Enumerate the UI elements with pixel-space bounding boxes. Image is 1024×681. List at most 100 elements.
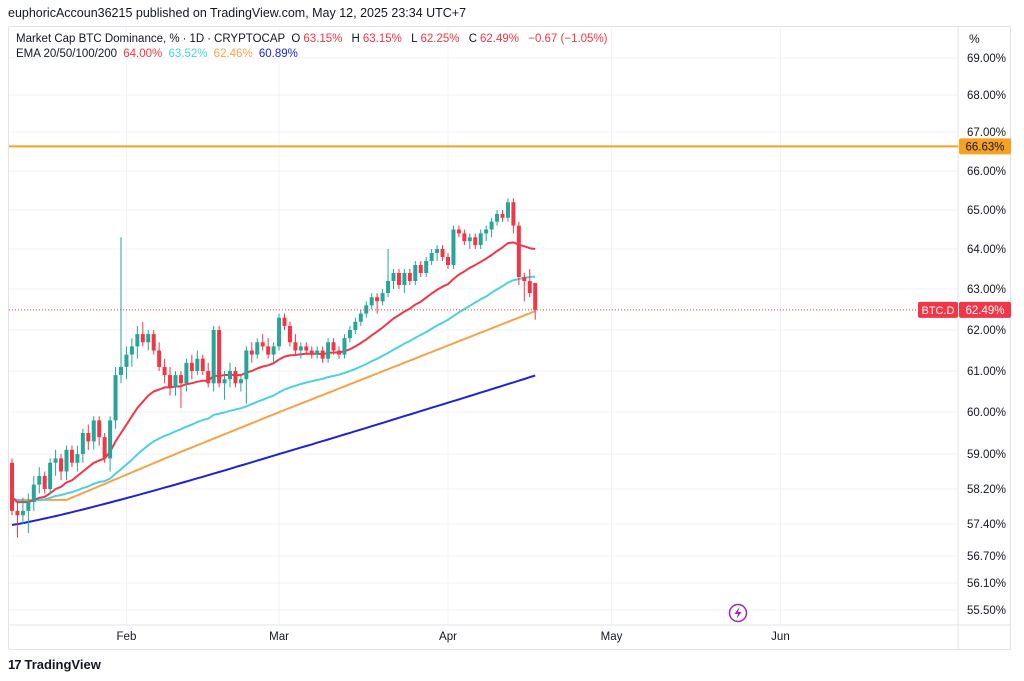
- y-tick-label: 58.20%: [967, 484, 1006, 496]
- candle: [86, 424, 91, 450]
- candle: [184, 358, 189, 392]
- legend-change: −0.67 (−1.05%): [528, 33, 608, 45]
- y-tick-label: 56.70%: [967, 551, 1006, 563]
- candle-body: [396, 273, 401, 285]
- y-tick-label: 60.00%: [967, 407, 1006, 419]
- candle: [380, 289, 385, 306]
- legend-sep: ·: [207, 33, 212, 45]
- y-tick-label: 69.00%: [967, 53, 1006, 65]
- horizontal-level-label: 66.63%: [965, 141, 1004, 153]
- candle-body: [244, 350, 249, 380]
- candle: [80, 428, 85, 463]
- candle-body: [337, 350, 341, 355]
- candle-body: [102, 437, 107, 459]
- candle-body: [489, 221, 494, 230]
- candle: [435, 245, 440, 261]
- candle: [102, 433, 107, 463]
- candle: [206, 362, 211, 388]
- y-tick-label: 68.00%: [967, 90, 1006, 102]
- candle: [424, 257, 429, 277]
- candle: [456, 225, 461, 238]
- candle: [467, 233, 472, 249]
- ema-layer: [11, 241, 536, 526]
- candle-body: [135, 334, 140, 347]
- candle-body: [255, 342, 260, 355]
- axis-layer: 69.00% 68.00% 67.00% 66.00% 65.00% 64.00% 63.0…: [117, 53, 1006, 643]
- candle: [315, 346, 320, 359]
- candle-body: [64, 449, 69, 472]
- y-tick-label: 65.00%: [967, 205, 1006, 217]
- candle-body: [48, 462, 53, 489]
- candle: [200, 354, 205, 376]
- candle-body: [435, 249, 440, 253]
- candle: [516, 221, 521, 285]
- legend-open: 63.15%: [303, 33, 343, 45]
- candle-body: [429, 253, 434, 261]
- brand-name: TradingView: [24, 657, 101, 672]
- legend-ema-row: EMA 20/50/100/200 64.00% 63.52% 62.46% 6…: [16, 47, 611, 62]
- candle-body: [533, 283, 538, 310]
- candle: [37, 467, 42, 494]
- candle-body: [195, 358, 200, 371]
- candle-body: [129, 346, 134, 355]
- candle-body: [386, 281, 391, 294]
- candle-body: [522, 277, 527, 281]
- legend-ema50-value: 63.52%: [168, 48, 208, 60]
- candle-body: [178, 375, 183, 384]
- candle-body: [124, 354, 129, 367]
- candle-body: [222, 379, 227, 384]
- candle: [331, 338, 336, 355]
- legend-low-label: L: [411, 33, 418, 45]
- legend-close-label: C: [468, 33, 478, 45]
- candle: [222, 371, 227, 400]
- candle-body: [162, 366, 167, 376]
- chart-frame[interactable]: [8, 26, 1011, 650]
- candle: [124, 346, 129, 380]
- candle: [255, 338, 260, 359]
- candle-layer: [10, 198, 538, 538]
- candle: [217, 325, 222, 388]
- legend-ema100-value: 62.46%: [213, 48, 253, 60]
- price-scale-unit[interactable]: %: [969, 32, 980, 46]
- horizontal-level-tag: [959, 138, 1011, 155]
- candle: [108, 416, 113, 472]
- y-tick-label: 59.00%: [967, 449, 1006, 461]
- symbol-tag: [918, 301, 958, 318]
- candle-body: [75, 454, 80, 463]
- candle-body: [119, 366, 123, 376]
- candle-body: [451, 229, 456, 265]
- lightning-icon[interactable]: [728, 603, 748, 623]
- candle-body: [184, 362, 189, 384]
- candle-body: [249, 350, 254, 355]
- candle: [31, 475, 36, 511]
- candle: [358, 309, 363, 326]
- candle: [157, 342, 162, 371]
- candle-body: [59, 458, 64, 472]
- candle: [478, 229, 483, 249]
- candle: [48, 458, 53, 494]
- candle-body: [391, 273, 396, 281]
- candle: [347, 325, 352, 343]
- candle-body: [53, 458, 58, 463]
- candle: [500, 210, 505, 222]
- candle: [473, 233, 478, 249]
- y-tick-label: 56.10%: [967, 578, 1006, 590]
- legend-ohlc-row: Market Cap BTC Dominance, % · 1D · CRYPTOCAP…: [16, 32, 611, 47]
- candle: [293, 334, 298, 355]
- candle-body: [108, 420, 113, 459]
- tradingview-brand[interactable]: 17 TradingView: [8, 657, 101, 672]
- candle-body: [375, 297, 380, 302]
- candle-body: [418, 265, 423, 273]
- candle-body: [413, 265, 418, 281]
- candle: [228, 362, 232, 388]
- legend-close: 62.49%: [480, 33, 520, 45]
- candle-body: [495, 213, 500, 222]
- candle-body: [189, 362, 194, 371]
- candle-body: [80, 433, 85, 454]
- candle-body: [271, 346, 276, 355]
- candle-body: [440, 249, 445, 257]
- ema50-line: [11, 275, 536, 503]
- candle: [119, 237, 123, 384]
- candle-body: [331, 342, 336, 351]
